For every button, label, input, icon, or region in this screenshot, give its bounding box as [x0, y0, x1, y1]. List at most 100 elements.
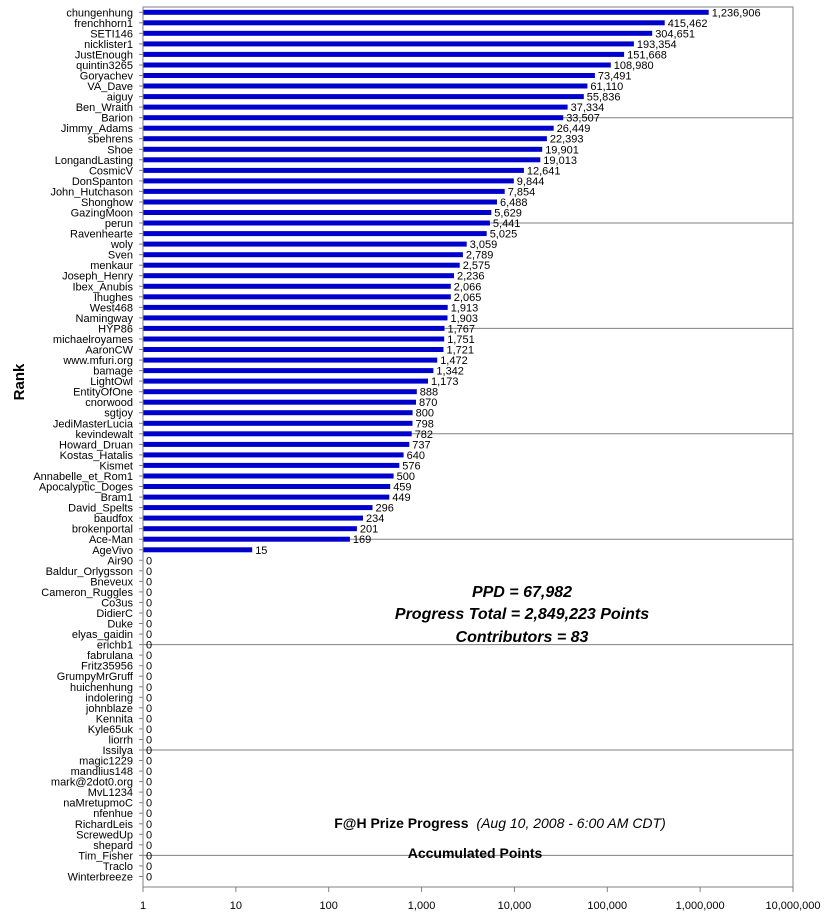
bars — [139, 9, 709, 877]
bar — [143, 431, 412, 437]
value-label: 0 — [146, 713, 152, 725]
category-label: DonSpanton — [72, 176, 133, 188]
category-label: Shoe — [107, 144, 133, 156]
category-label: menkaur — [90, 260, 133, 272]
category-label: RichardLeis — [75, 819, 134, 831]
value-label: 3,059 — [470, 239, 498, 251]
bar — [143, 9, 709, 15]
stat-contributors: Contributors = 83 — [456, 629, 589, 646]
value-label: 73,491 — [598, 71, 632, 83]
value-label: 1,903 — [451, 313, 479, 325]
category-label: Baldur_Orlygsson — [46, 566, 133, 578]
bar — [143, 30, 653, 36]
value-label: 0 — [146, 619, 152, 631]
value-label: 151,668 — [627, 49, 667, 61]
value-label: 0 — [146, 682, 152, 694]
bar — [143, 252, 463, 258]
value-label: 0 — [146, 861, 152, 873]
category-label: LightOwl — [90, 376, 133, 388]
bar — [143, 241, 467, 247]
category-label: Howard_Druan — [59, 439, 133, 451]
bar — [143, 473, 394, 479]
bar — [143, 115, 564, 121]
value-label: 2,789 — [466, 250, 494, 262]
bar — [143, 515, 363, 521]
bar — [143, 336, 445, 342]
category-label: Goryachev — [80, 71, 134, 83]
bar — [143, 41, 634, 47]
category-label: erichb1 — [97, 640, 133, 652]
bar — [143, 231, 487, 237]
value-label: 500 — [397, 471, 415, 483]
value-label: 737 — [412, 439, 430, 451]
value-label: 1,751 — [447, 334, 475, 346]
category-label: JediMasterLucia — [53, 418, 134, 430]
category-label: fabrulana — [87, 650, 134, 662]
category-label: MvL1234 — [88, 787, 133, 799]
category-label: johnblaze — [85, 703, 133, 715]
category-label: bamage — [93, 366, 133, 378]
value-label: 0 — [146, 661, 152, 673]
value-label: 1,913 — [451, 302, 479, 314]
category-label: www.mfuri.org — [62, 355, 133, 367]
bar — [143, 51, 625, 57]
value-label: 0 — [146, 629, 152, 641]
category-label: nicklister1 — [84, 39, 133, 51]
bar — [143, 262, 460, 268]
bar — [143, 210, 492, 215]
category-label: mandlius148 — [71, 766, 133, 778]
value-label: 0 — [146, 756, 152, 768]
value-label: 459 — [393, 482, 411, 494]
category-label: sbehrens — [88, 134, 134, 146]
category-label: magic1229 — [79, 756, 133, 768]
value-label: 26,449 — [557, 123, 591, 135]
bar — [143, 441, 410, 447]
value-label: 7,854 — [508, 186, 536, 198]
value-label: 576 — [402, 460, 420, 472]
bar — [143, 505, 373, 511]
value-label: 1,173 — [431, 376, 459, 388]
category-label: Apocalyptic_Doges — [39, 482, 134, 494]
value-label: 0 — [146, 692, 152, 704]
value-label: 0 — [146, 650, 152, 662]
bar — [143, 357, 438, 363]
x-tick-label: 1 — [140, 900, 146, 912]
category-label: Ravenhearte — [70, 229, 133, 241]
x-tick-label: 10,000 — [498, 900, 532, 912]
value-label: 0 — [146, 872, 152, 884]
category-label: AaronCW — [85, 345, 133, 357]
category-label: ScrewedUp — [76, 829, 133, 841]
bar — [143, 20, 665, 26]
value-label: 201 — [360, 524, 378, 536]
value-label: 304,651 — [655, 28, 695, 40]
stat-ppd: PPD = 67,982 — [472, 584, 572, 601]
category-label: CosmicV — [89, 165, 134, 177]
category-label: Ibex_Anubis — [72, 281, 133, 293]
category-label: Ben_Wraith — [76, 102, 133, 114]
value-label: 0 — [146, 766, 152, 778]
value-label: 5,025 — [490, 229, 518, 241]
chart-title-date: (Aug 10, 2008 - 6:00 AM CDT) — [476, 815, 665, 831]
category-label: Annabelle_et_Rom1 — [33, 471, 133, 483]
category-label: Shonghow — [81, 197, 133, 209]
value-label: 234 — [366, 513, 384, 525]
value-label: 19,013 — [543, 155, 577, 167]
category-label: nfenhue — [93, 808, 133, 820]
category-label: Issilya — [102, 745, 133, 757]
category-label: Fritz35956 — [81, 661, 133, 673]
value-label: 1,721 — [447, 345, 475, 357]
value-label: 0 — [146, 608, 152, 620]
bar — [143, 536, 350, 542]
value-label: 193,354 — [637, 39, 677, 51]
chart-title: F@H Prize Progress (Aug 10, 2008 - 6:00 … — [334, 815, 666, 831]
category-label: Barion — [101, 113, 133, 125]
bar — [143, 325, 445, 331]
category-label: kevindewalt — [76, 429, 133, 441]
category-label: mark@2dot0.org — [51, 777, 133, 789]
value-label: 798 — [416, 418, 434, 430]
x-axis-ticks: 1 10 100 1,000 10,000 100,000 1,000,000 10,000,… — [140, 887, 821, 912]
value-label: 0 — [146, 787, 152, 799]
y-axis-label: Rank — [11, 363, 28, 400]
